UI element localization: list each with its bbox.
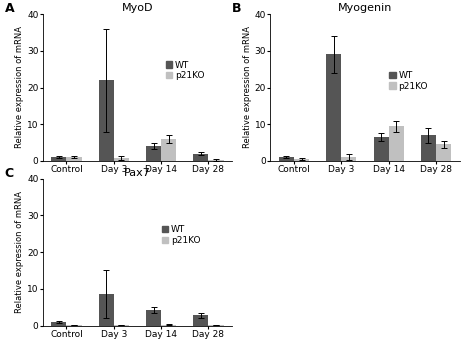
Bar: [161, 325, 176, 326]
Bar: [146, 310, 161, 326]
Bar: [99, 294, 114, 326]
Bar: [389, 126, 404, 161]
Bar: [114, 158, 129, 161]
Bar: [114, 325, 129, 326]
Bar: [326, 55, 341, 161]
Bar: [161, 139, 176, 161]
Text: C: C: [5, 167, 14, 180]
Bar: [51, 158, 66, 161]
Bar: [66, 158, 82, 161]
Text: B: B: [232, 2, 242, 15]
Bar: [193, 315, 209, 326]
Bar: [99, 80, 114, 161]
Title: MyoD: MyoD: [122, 3, 153, 13]
Title: Pax7: Pax7: [124, 168, 151, 178]
Bar: [374, 137, 389, 161]
Bar: [294, 159, 309, 161]
Bar: [146, 146, 161, 161]
Bar: [51, 322, 66, 326]
Title: Myogenin: Myogenin: [338, 3, 392, 13]
Y-axis label: Relative expression of mRNA: Relative expression of mRNA: [243, 27, 252, 148]
Legend: WT, p21KO: WT, p21KO: [389, 70, 429, 92]
Bar: [421, 135, 436, 161]
Bar: [279, 158, 294, 161]
Bar: [66, 325, 82, 326]
Text: A: A: [5, 2, 14, 15]
Bar: [436, 145, 451, 161]
Y-axis label: Relative expression of mRNA: Relative expression of mRNA: [15, 27, 24, 148]
Bar: [209, 325, 224, 326]
Y-axis label: Relative expression of mRNA: Relative expression of mRNA: [15, 191, 24, 313]
Bar: [341, 156, 356, 161]
Legend: WT, p21KO: WT, p21KO: [165, 60, 205, 81]
Bar: [193, 154, 209, 161]
Bar: [209, 160, 224, 161]
Legend: WT, p21KO: WT, p21KO: [161, 224, 201, 246]
